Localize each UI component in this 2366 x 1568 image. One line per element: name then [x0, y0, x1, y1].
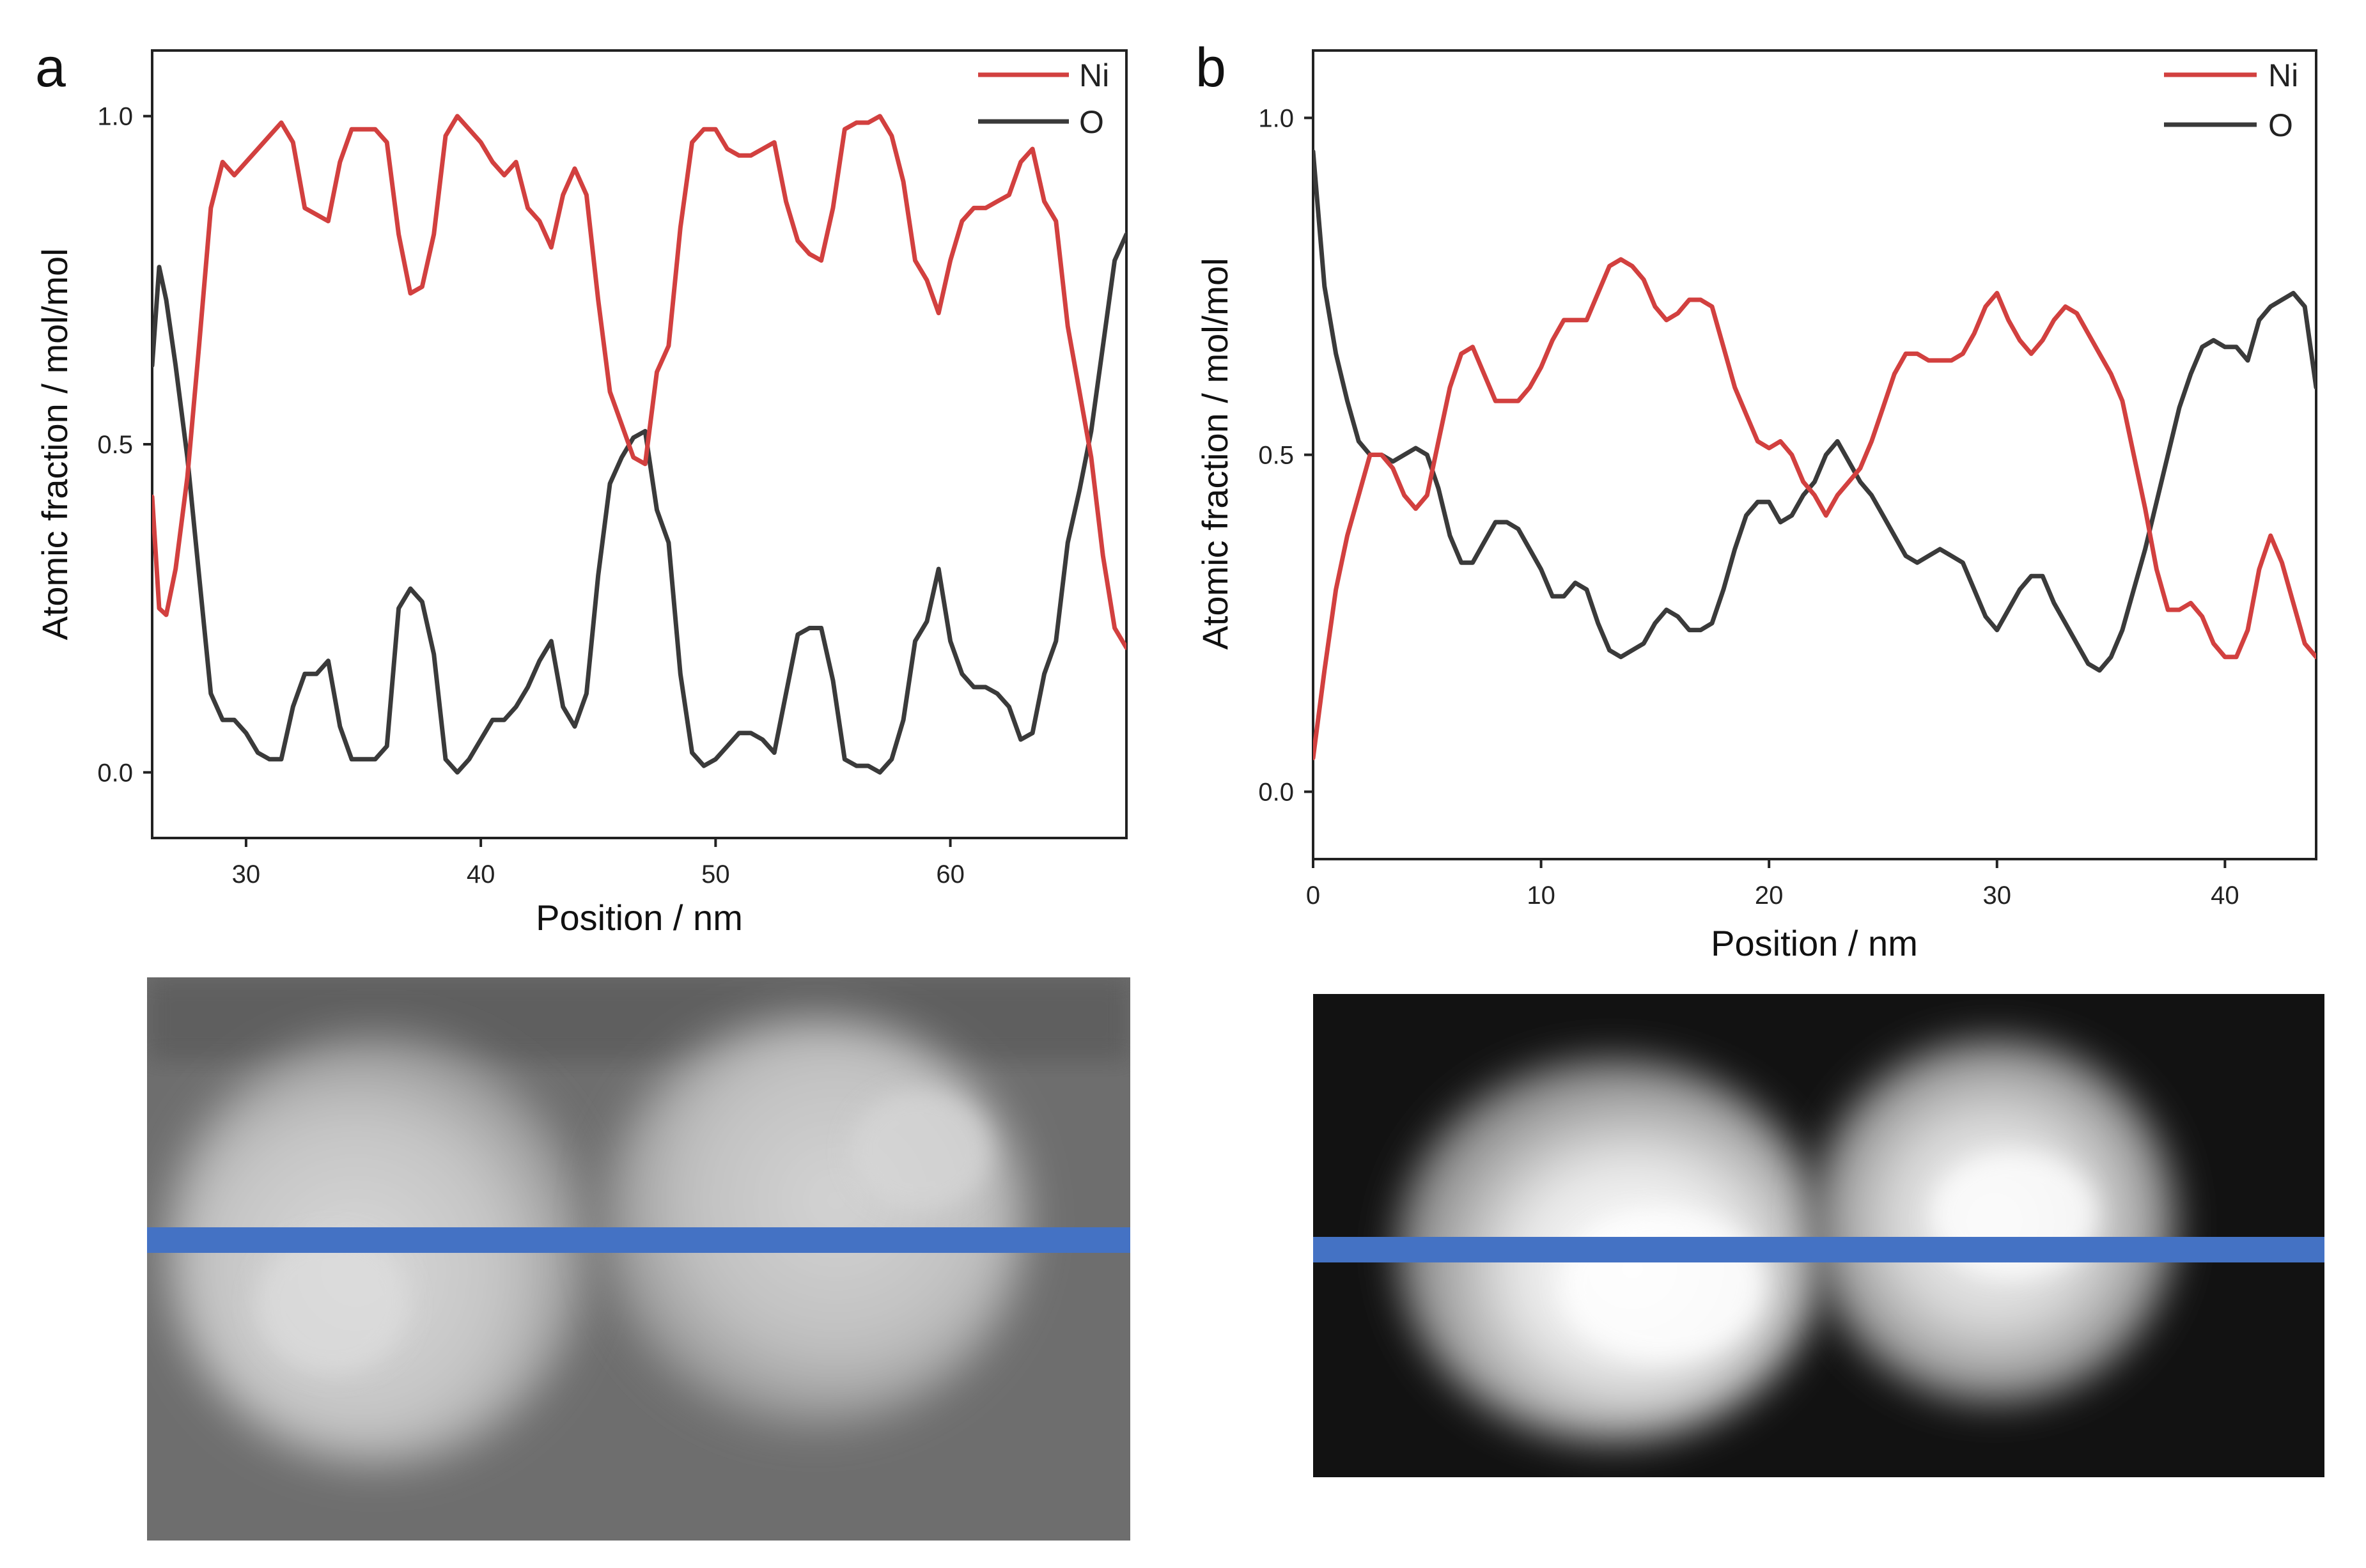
panel-b-legend: Ni O	[2164, 58, 2298, 143]
panel-a-scan-line	[147, 1227, 1130, 1253]
panel-a-x-axis: 30 40 50 60	[232, 838, 965, 889]
panel-b-particle-left-core	[1560, 1208, 1764, 1362]
panel-a-x-tick-label: 60	[936, 860, 965, 889]
panel-a-y-axis-title: Atomic fraction / mol/mol	[35, 248, 75, 640]
panel-b-scan-line	[1313, 1237, 2324, 1262]
panel-a-y-tick-label: 1.0	[97, 103, 133, 131]
panel-a-particle-left-highlight	[256, 1234, 409, 1374]
panel-b-ni-series-line	[1313, 257, 2316, 761]
panel-a-legend: Ni O	[978, 58, 1109, 140]
panel-b-x-tick-label: 20	[1755, 881, 1784, 910]
panel-a-x-tick-label: 30	[232, 860, 261, 889]
panel-b-chart: b 0.0 0.5 1.0 0 10 20 30 40 Position / nm Atom…	[1195, 37, 2317, 963]
panel-b-x-tick-label: 40	[2211, 881, 2239, 910]
panel-b-micrograph	[1313, 994, 2324, 1477]
panel-a-x-tick-label: 40	[467, 860, 495, 889]
panel-a-chart: a 0.0 0.5 1.0 30 40 50 60 Position / nm Atomi…	[35, 37, 1128, 938]
panel-a-ni-series-line	[152, 114, 1126, 650]
panel-a-particle-right	[604, 1016, 1026, 1425]
panel-a-micrograph-top-band	[147, 977, 1130, 1060]
panel-b-y-tick-label: 0.0	[1258, 779, 1294, 807]
panel-b-y-tick-label: 0.5	[1258, 442, 1294, 470]
panel-a-letter: a	[35, 37, 66, 98]
panel-b-x-axis-title: Position / nm	[1711, 923, 1918, 963]
panel-a-legend-ni-label: Ni	[1079, 58, 1109, 93]
panel-b-legend-ni-label: Ni	[2268, 58, 2298, 93]
panel-a-x-tick-label: 50	[701, 860, 730, 889]
panel-a-micrograph	[147, 977, 1130, 1541]
panel-b-x-axis: 0 10 20 30 40	[1306, 859, 2239, 910]
panel-b-x-tick-label: 0	[1306, 881, 1320, 910]
panel-a-particle-right-highlight	[850, 1090, 991, 1211]
panel-b-legend-o-label: O	[2268, 107, 2293, 143]
panel-a-x-axis-title: Position / nm	[536, 897, 743, 938]
panel-a-legend-o-label: O	[1079, 104, 1104, 140]
panel-b-x-tick-label: 30	[1983, 881, 2012, 910]
panel-b-x-tick-label: 10	[1527, 881, 1555, 910]
panel-b-y-tick-label: 1.0	[1258, 104, 1294, 132]
panel-a-y-tick-label: 0.0	[97, 759, 133, 787]
panel-b-y-axis-title: Atomic fraction / mol/mol	[1195, 258, 1235, 649]
panel-b-o-series-line	[1313, 149, 2316, 673]
panel-a-o-series-line	[152, 232, 1126, 775]
panel-b-y-axis: 0.0 0.5 1.0	[1258, 104, 1313, 807]
panel-b-letter: b	[1195, 37, 1226, 98]
panel-a-y-axis: 0.0 0.5 1.0	[97, 103, 152, 787]
panel-a-y-tick-label: 0.5	[97, 431, 133, 459]
